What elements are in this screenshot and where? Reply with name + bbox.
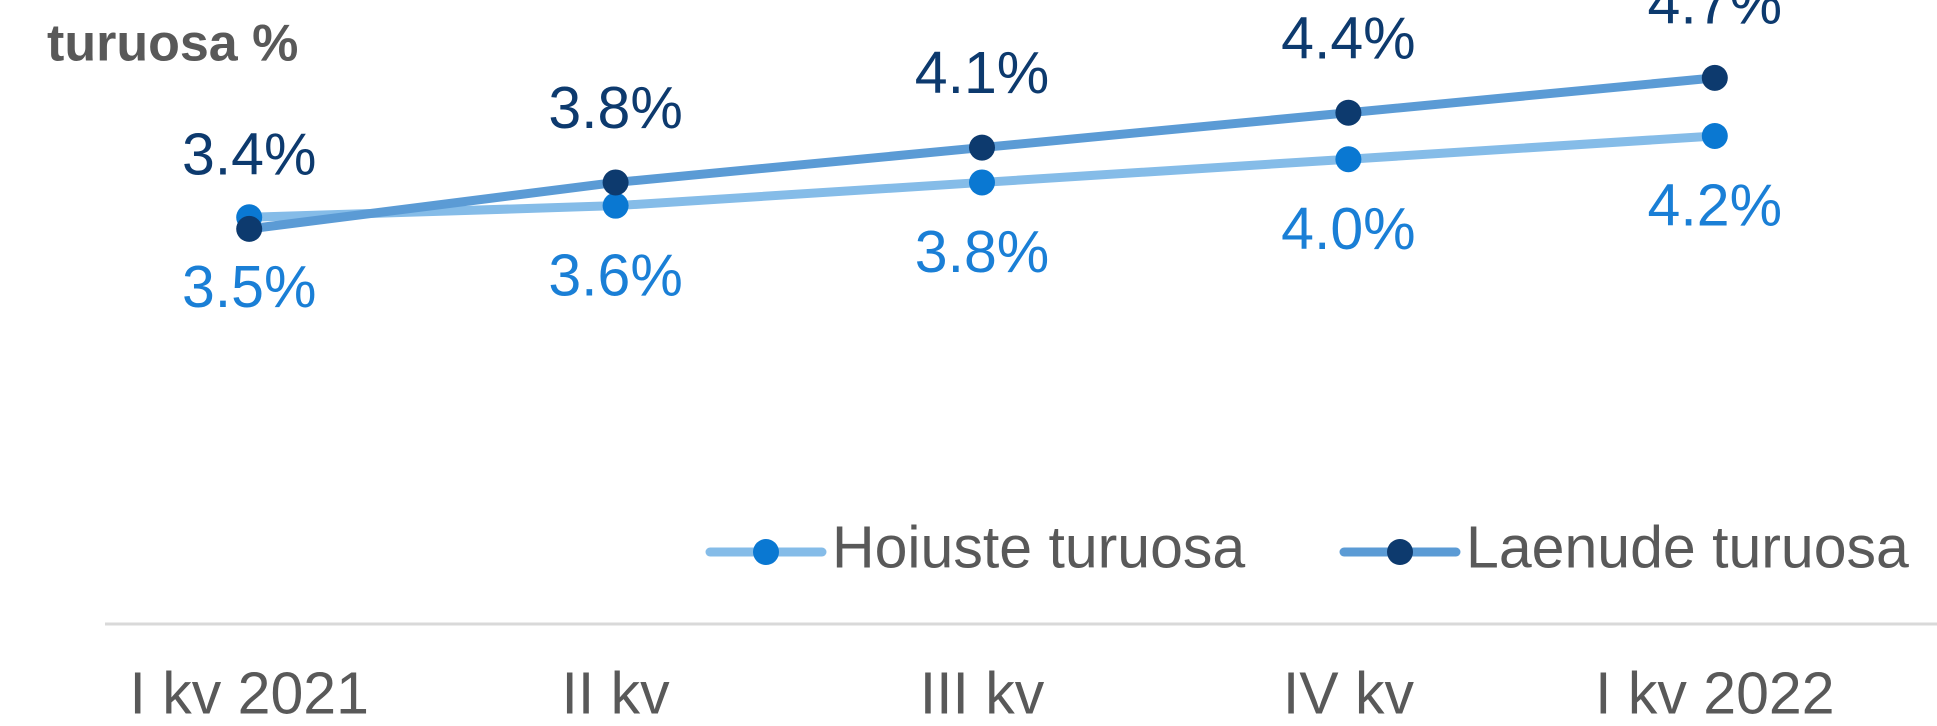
data-label: 3.6%	[548, 242, 682, 308]
x-tick-label: IV kv	[1283, 661, 1415, 726]
data-point	[602, 169, 629, 196]
data-point	[236, 215, 263, 242]
data-label: 4.1%	[915, 40, 1049, 106]
data-label: 4.4%	[1281, 5, 1415, 71]
data-point	[1335, 146, 1362, 173]
x-tick-label: III kv	[920, 661, 1045, 726]
data-label: 3.5%	[182, 254, 316, 320]
x-tick-label: I kv 2021	[129, 661, 368, 726]
data-label: 4.2%	[1648, 173, 1782, 239]
legend-label: Laenude turuosa	[1466, 515, 1909, 581]
data-label: 3.4%	[182, 121, 316, 187]
legend-marker	[1387, 539, 1413, 565]
legend-marker	[753, 539, 779, 565]
data-point	[602, 192, 629, 219]
data-label: 3.8%	[548, 75, 682, 141]
x-tick-label: I kv 2022	[1595, 661, 1834, 726]
chart-title: turuosa %	[47, 15, 298, 73]
data-point	[1701, 122, 1728, 149]
data-label: 4.7%	[1648, 0, 1782, 36]
data-point	[969, 169, 995, 196]
data-point	[1335, 99, 1362, 126]
data-label: 3.8%	[915, 219, 1049, 285]
x-tick-label: II kv	[562, 661, 671, 726]
data-label: 4.0%	[1281, 196, 1415, 262]
legend-label: Hoiuste turuosa	[832, 515, 1245, 581]
data-point	[1701, 64, 1728, 91]
data-point	[969, 134, 995, 161]
